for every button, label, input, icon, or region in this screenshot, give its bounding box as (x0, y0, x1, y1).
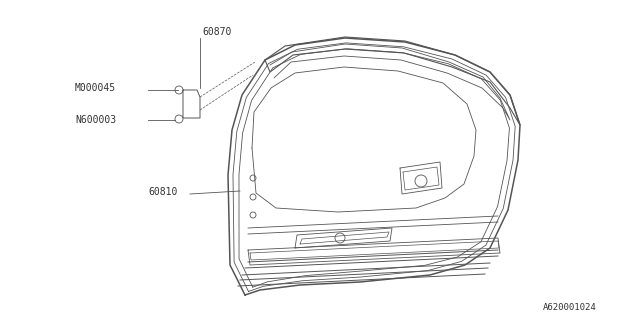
Text: M000045: M000045 (75, 83, 116, 93)
Text: A620001024: A620001024 (543, 303, 597, 313)
Text: N600003: N600003 (75, 115, 116, 125)
Text: 60870: 60870 (202, 27, 232, 37)
Text: 60810: 60810 (148, 187, 177, 197)
